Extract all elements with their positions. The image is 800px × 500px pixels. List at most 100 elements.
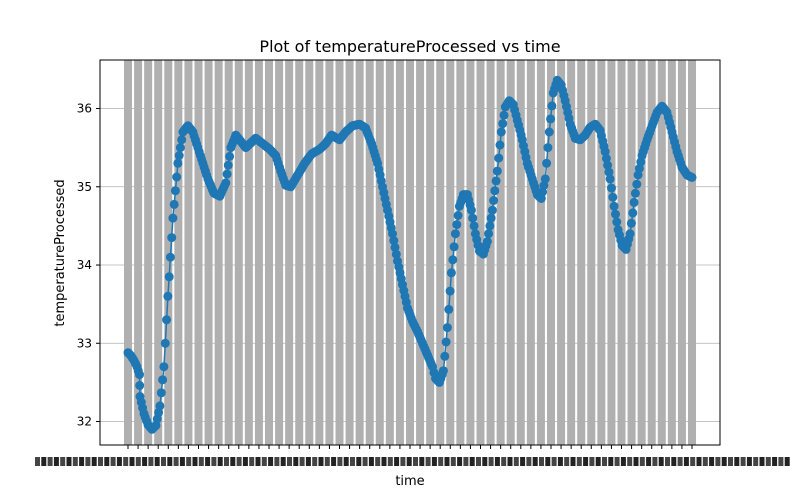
x-tick-label-clutter: [608, 457, 614, 466]
data-point: [173, 158, 183, 168]
data-point: [600, 147, 610, 157]
data-point: [628, 208, 638, 218]
x-tick-label-clutter: [91, 457, 97, 466]
data-point: [625, 229, 635, 239]
x-tick-label-clutter: [728, 457, 733, 466]
x-tick-label-clutter: [305, 457, 311, 466]
data-point: [604, 167, 614, 177]
data-point: [632, 179, 642, 189]
x-tick-label-clutter: [488, 457, 494, 466]
x-tick-label-clutter: [520, 457, 526, 466]
x-tick-label-clutter: [545, 457, 551, 466]
data-point: [547, 101, 557, 111]
data-point: [626, 218, 636, 228]
x-tick-label-clutter: [551, 457, 557, 466]
x-tick-label-clutter: [161, 457, 166, 466]
x-tick-label-clutter: [135, 457, 141, 466]
data-point: [165, 252, 175, 262]
x-tick-label-clutter: [413, 457, 418, 466]
x-tick-label-clutter: [469, 457, 475, 466]
x-tick-label-clutter: [753, 457, 759, 466]
data-point: [603, 160, 613, 170]
data-point: [609, 201, 619, 211]
x-tick-label-clutter: [368, 457, 374, 466]
data-point: [487, 205, 497, 215]
x-tick-label-clutter: [123, 457, 129, 466]
data-point: [162, 315, 172, 325]
data-point: [167, 233, 177, 243]
x-tick-label-clutter: [406, 457, 412, 466]
x-tick-label-clutter: [709, 457, 715, 466]
x-tick-label-clutter: [179, 457, 185, 466]
data-point: [444, 304, 454, 314]
data-point: [608, 192, 618, 202]
data-point: [605, 174, 615, 184]
x-tick-label-clutter: [230, 457, 236, 466]
x-tick-label-clutter: [205, 457, 211, 466]
x-tick-label-clutter: [564, 457, 570, 466]
x-tick-label-clutter: [444, 457, 450, 466]
x-tick-label-clutter: [312, 457, 318, 466]
x-tick-label-clutter: [419, 457, 425, 466]
x-tick-label-clutter: [142, 457, 148, 466]
x-tick-label-clutter: [450, 457, 456, 466]
x-tick-label-clutter: [261, 457, 267, 466]
data-point: [468, 213, 478, 223]
data-point: [630, 188, 640, 198]
x-tick-label-clutter: [293, 457, 299, 466]
data-point: [466, 205, 476, 215]
data-point: [169, 199, 179, 209]
x-tick-label-clutter: [734, 457, 740, 466]
x-tick-label-clutter: [104, 457, 110, 466]
data-point: [441, 337, 451, 347]
data-point: [491, 176, 501, 186]
x-tick-label-clutter: [646, 457, 652, 466]
data-point: [542, 158, 552, 168]
data-point: [485, 221, 495, 231]
x-tick-label-clutter: [198, 457, 204, 466]
data-point: [495, 140, 505, 150]
x-tick-label-clutter: [583, 457, 589, 466]
data-point: [611, 209, 620, 219]
data-point: [160, 338, 170, 348]
x-tick-label-clutter: [41, 457, 47, 466]
x-tick-label-clutter: [60, 457, 66, 466]
x-tick-label-clutter: [778, 457, 784, 466]
data-point: [452, 220, 462, 230]
data-point: [159, 362, 169, 372]
data-point: [499, 110, 509, 120]
y-tick-label: 36: [77, 102, 92, 116]
data-point: [221, 178, 231, 188]
x-tick-label-clutter: [375, 457, 381, 466]
x-tick-label-clutter: [66, 457, 72, 466]
data-point: [445, 286, 455, 296]
x-tick-label-clutter: [280, 457, 286, 466]
data-point: [438, 366, 448, 376]
x-tick-label-clutter: [217, 457, 223, 466]
x-tick-label-clutter: [683, 457, 689, 466]
x-tick-label-clutter: [299, 457, 305, 466]
data-point: [482, 237, 492, 246]
x-tick-label-clutter: [268, 457, 274, 466]
x-tick-label-clutter: [362, 457, 368, 466]
x-tick-label-clutter: [249, 457, 255, 466]
x-tick-label-clutter: [501, 457, 507, 466]
x-tick-label-clutter: [85, 457, 91, 466]
data-point: [164, 272, 174, 282]
data-point: [390, 242, 400, 252]
x-tick-label-clutter: [72, 457, 78, 466]
data-point: [484, 229, 494, 239]
grid-layer: [100, 60, 720, 445]
data-point: [446, 268, 456, 278]
data-point: [469, 221, 479, 231]
x-tick-label-clutter: [79, 457, 85, 466]
x-tick-label-clutter: [356, 457, 362, 466]
data-point: [222, 169, 232, 179]
x-tick-label-clutter: [677, 457, 683, 466]
data-point: [450, 229, 460, 239]
data-point: [174, 151, 184, 160]
x-tick-label-clutter: [614, 457, 620, 466]
data-point: [490, 186, 500, 196]
x-tick-label-clutter: [627, 457, 633, 466]
